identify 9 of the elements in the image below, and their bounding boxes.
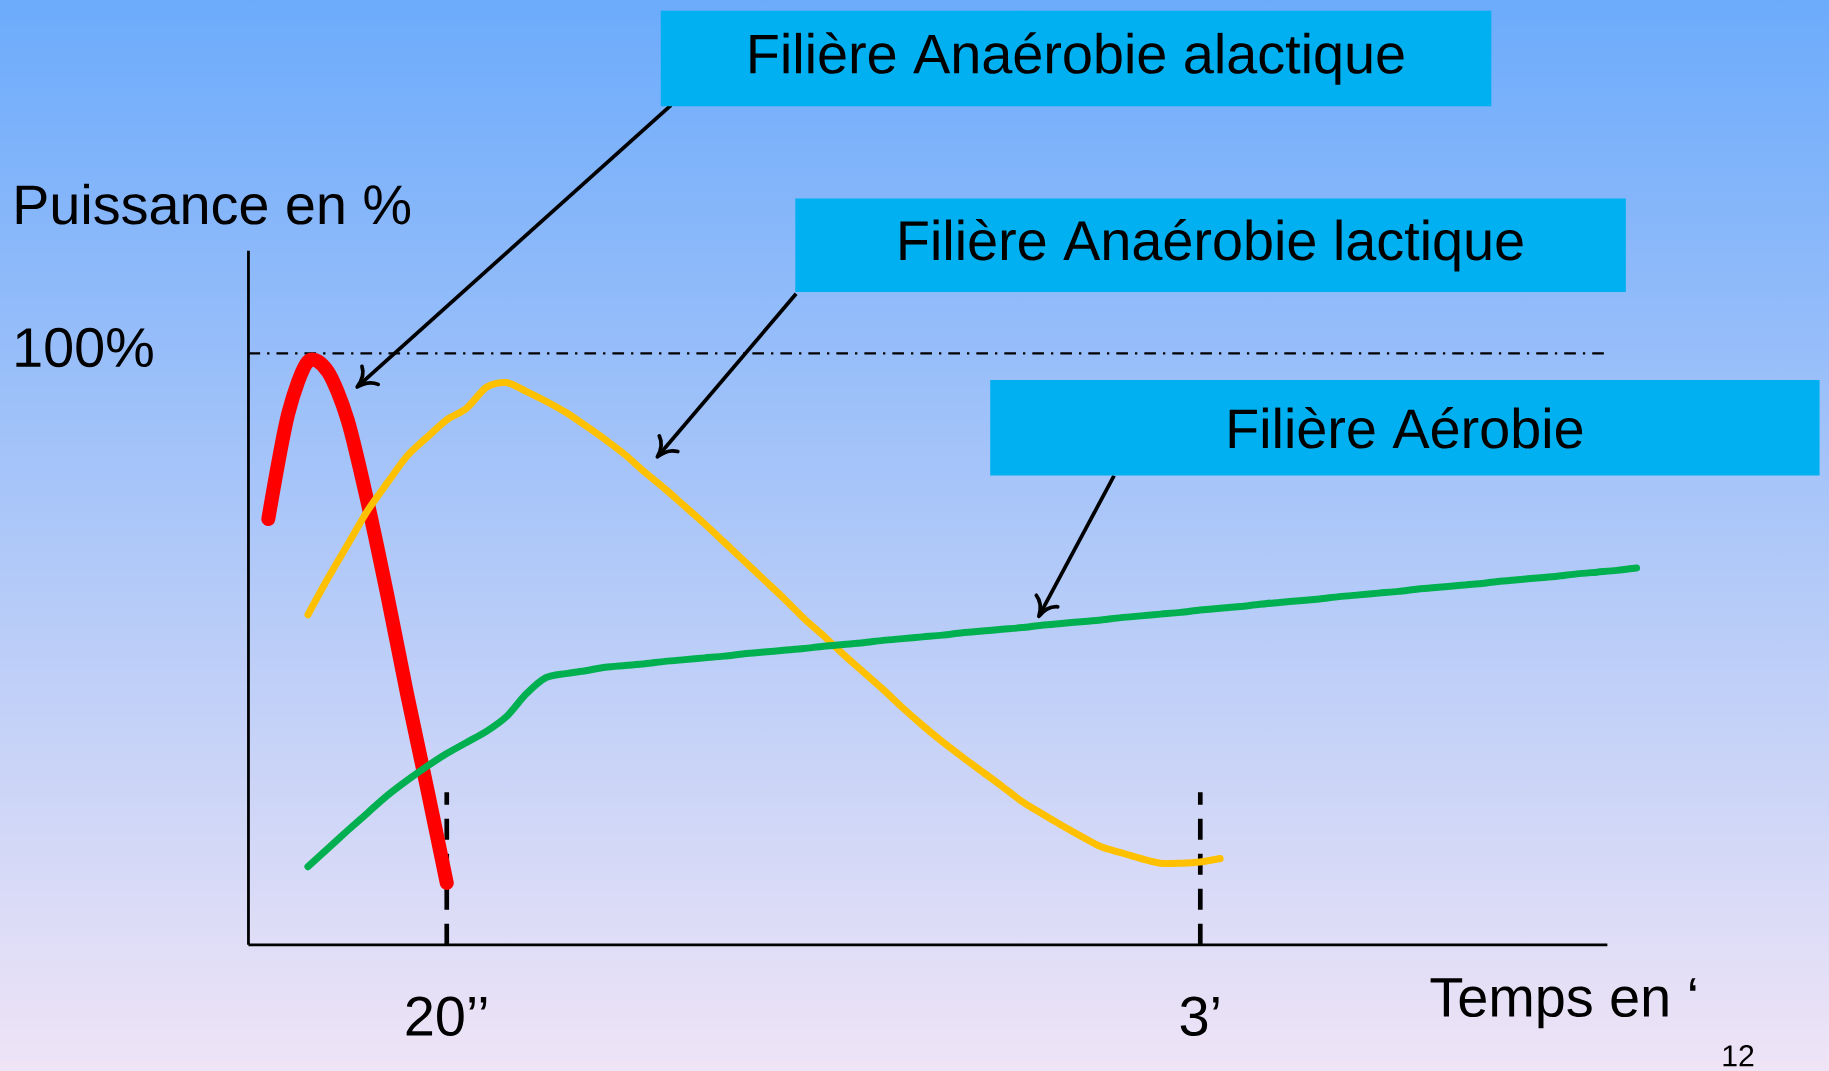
x-tick-label: 20’’ bbox=[406, 996, 487, 1037]
text: Filière Anaérobie lactique bbox=[900, 218, 1523, 272]
annotation: Filière Aérobie bbox=[1229, 407, 1583, 449]
y-axis-title: Puissance en % bbox=[16, 183, 411, 225]
text: 100% bbox=[16, 327, 153, 368]
text: 12 bbox=[1723, 1045, 1754, 1067]
x-tick-label: 3’ bbox=[1180, 996, 1219, 1037]
text: Filière Anaérobie alactique bbox=[750, 32, 1404, 85]
x-axis-title: Temps en ‘ bbox=[1430, 978, 1696, 1029]
